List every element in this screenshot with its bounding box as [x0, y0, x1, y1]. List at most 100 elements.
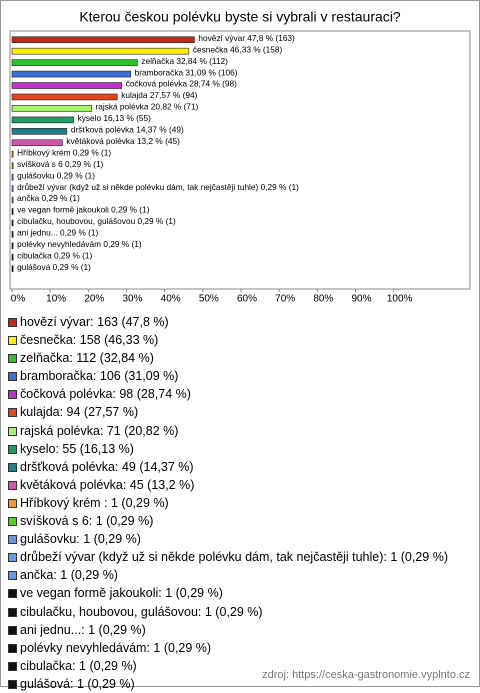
- x-tick-label: 100%: [387, 294, 413, 305]
- bar-label: ve vegan formě jakoukoli 0,29 % (1): [17, 205, 150, 215]
- legend-swatch: [8, 625, 17, 635]
- bar: [11, 162, 14, 169]
- legend-swatch: [8, 643, 17, 653]
- bar-label: svíšková s 6 0,29 % (1): [17, 159, 103, 169]
- legend-item: kyselo: 55 (16,13 %): [8, 440, 470, 458]
- legend-swatch: [8, 390, 17, 400]
- bar-label: gulášovku 0,29 % (1): [17, 170, 95, 180]
- x-tick-label: 40%: [161, 294, 181, 305]
- legend-item: čočková polévka: 98 (28,74 %): [8, 385, 470, 403]
- legend-item: květáková polévka: 45 (13,2 %): [8, 476, 470, 494]
- bar: [11, 253, 14, 261]
- legend-label: květáková polévka: 45 (13,2 %): [20, 477, 195, 492]
- legend-label: kulajda: 94 (27,57 %): [20, 405, 139, 420]
- bar-label: kulajda 27,57 % (94): [121, 90, 197, 100]
- legend-swatch: [8, 318, 17, 327]
- bar-label: květáková polévka 13,2 % (45): [66, 136, 180, 146]
- x-tick-label: 30%: [122, 294, 142, 305]
- legend-swatch: [8, 553, 17, 563]
- legend-swatch: [8, 408, 17, 418]
- legend-label: dršťková polévka: 49 (14,37 %): [20, 459, 194, 474]
- legend-label: ani jednu...: 1 (0,29 %): [20, 622, 146, 637]
- bar: [11, 196, 14, 204]
- legend-swatch: [8, 354, 17, 364]
- legend-item: dršťková polévka: 49 (14,37 %): [8, 458, 470, 476]
- legend: hovězí vývar: 163 (47,8 %) česnečka: 158 …: [8, 313, 470, 693]
- x-tick-label: 0%: [11, 294, 26, 305]
- legend-label: zelňačka: 112 (32,84 %): [20, 351, 154, 366]
- legend-item: hovězí vývar: 163 (47,8 %): [8, 313, 470, 331]
- bar-label: ančka 0,29 % (1): [17, 193, 80, 203]
- legend-swatch: [8, 517, 17, 527]
- legend-swatch: [8, 336, 17, 346]
- bar: [11, 208, 14, 215]
- legend-swatch: [8, 661, 17, 671]
- bar: [11, 93, 118, 101]
- legend-item: ančka: 1 (0,29 %): [8, 566, 470, 584]
- legend-swatch: [8, 480, 17, 490]
- legend-swatch: [8, 679, 17, 689]
- bar: [11, 116, 74, 124]
- bar: [11, 219, 14, 227]
- bar-label: čočková polévka 28,74 % (98): [126, 79, 237, 89]
- chart-title: Kterou českou polévku byste si vybrali v…: [79, 9, 401, 25]
- x-tick-label: 60%: [237, 294, 257, 305]
- legend-label: drůbeží vývar (když už si někde polévku …: [20, 550, 448, 565]
- legend-label: svíšková s 6: 1 (0,29 %): [20, 514, 154, 529]
- legend-item: kulajda: 94 (27,57 %): [8, 403, 470, 421]
- legend-label: gulášovku: 1 (0,29 %): [20, 532, 141, 547]
- legend-label: rajská polévka: 71 (20,82 %): [20, 423, 179, 438]
- legend-label: Hříbkový krém : 1 (0,29 %): [20, 495, 169, 510]
- bar: [11, 185, 14, 192]
- source: zdroj: https://ceska-gastronomie.vyplnto…: [262, 669, 470, 681]
- legend-item: ve vegan formě jakoukoli: 1 (0,29 %): [8, 584, 470, 602]
- bar: [11, 128, 68, 135]
- bar-label: dršťková polévka 14,37 % (49): [71, 125, 184, 135]
- legend-label: bramboračka: 106 (31,09 %): [20, 369, 179, 384]
- legend-swatch: [8, 444, 17, 454]
- bar: [11, 105, 92, 112]
- legend-swatch: [8, 498, 17, 508]
- legend-swatch: [8, 589, 17, 599]
- legend-swatch: [8, 571, 17, 581]
- bar-label: hovězí vývar 47,8 % (163): [198, 33, 295, 43]
- bar-label: polévky nevyhledávám 0,29 % (1): [17, 239, 142, 249]
- bar: [11, 36, 195, 44]
- legend-label: polévky nevyhledávám: 1 (0,29 %): [20, 640, 212, 655]
- chart: Kterou českou polévku byste si vybrali v…: [9, 9, 471, 305]
- bar-label: bramboračka 31,09 % (106): [135, 67, 238, 77]
- bar-label: Hříbkový krém 0,29 % (1): [17, 147, 111, 157]
- bar-label: cibulačku, houbovou, gulášovou 0,29 % (1…: [17, 216, 176, 226]
- bar: [11, 47, 190, 55]
- bar: [11, 231, 14, 238]
- x-tick-label: 80%: [313, 294, 333, 305]
- bar: [11, 82, 122, 89]
- bar-label: rajská polévka 20,82 % (71): [95, 102, 198, 112]
- legend-swatch: [8, 372, 17, 382]
- bar-label: kyselo 16,13 % (55): [78, 113, 152, 123]
- legend-item: cibulačka: 1 (0,29 %): [8, 657, 470, 675]
- legend-item: bramboračka: 106 (31,09 %): [8, 367, 470, 385]
- bar-label: zelňačka 32,84 % (112): [141, 56, 228, 66]
- bar-label: drůbeží vývar (když už si někde polévku …: [17, 182, 299, 192]
- legend-label: cibulačku, houbovou, gulášovou: 1 (0,29 …: [20, 604, 263, 619]
- legend-label: gulášová: 1 (0,29 %): [20, 676, 135, 691]
- bar: [11, 70, 131, 78]
- bar: [11, 150, 14, 158]
- legend-item: ani jednu...: 1 (0,29 %): [8, 621, 470, 639]
- x-tick-label: 90%: [351, 294, 371, 305]
- x-tick-label: 20%: [84, 294, 104, 305]
- legend-swatch: [8, 462, 17, 472]
- legend-item: česnečka: 158 (46,33 %): [8, 331, 470, 349]
- legend-label: česnečka: 158 (46,33 %): [20, 333, 159, 348]
- legend-item: Hříbkový krém : 1 (0,29 %): [8, 494, 470, 512]
- bar: [11, 139, 63, 147]
- bar: [11, 242, 14, 250]
- legend-item: drůbeží vývar (když už si někde polévku …: [8, 548, 470, 566]
- bar-label: gulášová 0,29 % (1): [17, 262, 91, 272]
- legend-label: cibulačka: 1 (0,29 %): [20, 658, 137, 673]
- legend-item: svíšková s 6: 1 (0,29 %): [8, 512, 470, 530]
- legend-label: ančka: 1 (0,29 %): [20, 568, 118, 583]
- x-tick-label: 10%: [46, 294, 66, 305]
- legend-label: kyselo: 55 (16,13 %): [20, 441, 134, 456]
